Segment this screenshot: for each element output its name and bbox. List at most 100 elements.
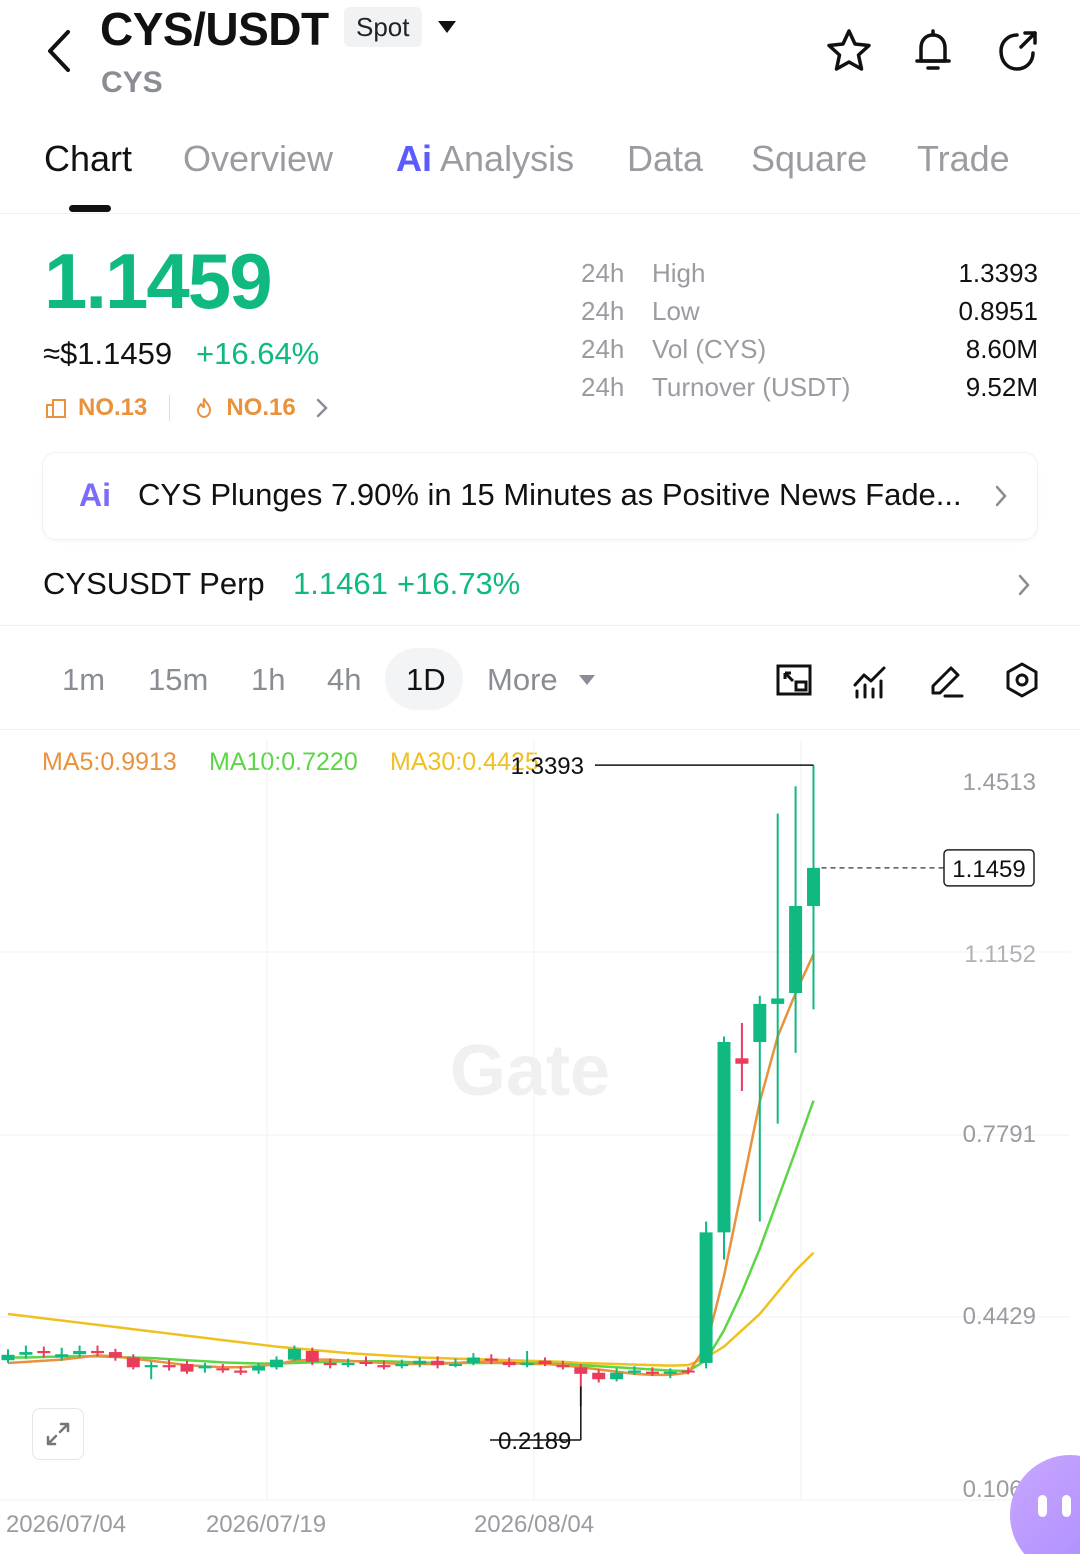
perp-price: 1.1461 bbox=[293, 566, 388, 601]
tab-trade[interactable]: Trade bbox=[917, 138, 1010, 179]
candle-body bbox=[431, 1360, 445, 1366]
candle-body bbox=[395, 1364, 409, 1367]
price-alert-button[interactable] bbox=[908, 26, 958, 76]
chart-settings-button[interactable] bbox=[1002, 660, 1042, 700]
active-tab-indicator bbox=[69, 205, 111, 212]
stat-high: 24h High 1.3393 bbox=[581, 258, 1038, 288]
usd-price: ≈$1.1459 bbox=[43, 336, 173, 371]
candle bbox=[359, 1356, 373, 1367]
candle-body bbox=[717, 1041, 731, 1233]
bell-icon bbox=[915, 29, 951, 70]
candle bbox=[126, 1354, 140, 1370]
candle bbox=[1, 1349, 15, 1363]
indicators-button[interactable] bbox=[850, 660, 890, 700]
candle-body bbox=[466, 1357, 480, 1363]
candle-body bbox=[592, 1372, 606, 1380]
candle-body bbox=[180, 1364, 194, 1372]
candle bbox=[645, 1367, 659, 1376]
draw-pencil-icon bbox=[931, 666, 964, 698]
header: CYS/USDT Spot CYS bbox=[0, 0, 1080, 120]
candle bbox=[538, 1357, 552, 1367]
candle-body bbox=[55, 1354, 69, 1358]
candle-body bbox=[502, 1361, 516, 1366]
candle bbox=[91, 1345, 104, 1357]
share-button[interactable] bbox=[992, 26, 1042, 76]
share-icon bbox=[999, 31, 1037, 71]
candle-body bbox=[252, 1366, 266, 1371]
current-price-label: 1.1459 bbox=[952, 856, 1025, 883]
interval-more[interactable]: More bbox=[487, 662, 558, 697]
candle-body bbox=[37, 1350, 51, 1354]
candle bbox=[753, 995, 767, 1222]
x-axis-label: 2026/07/19 bbox=[206, 1511, 326, 1538]
x-axis-label: 2026/07/04 bbox=[6, 1511, 126, 1538]
tab-chart[interactable]: Chart bbox=[44, 138, 133, 179]
candle-body bbox=[91, 1350, 104, 1354]
candle bbox=[252, 1362, 266, 1374]
tab-data[interactable]: Data bbox=[627, 138, 704, 179]
candlestick-chart[interactable]: Gate 1.3393 0.2189 1.1459 1.4513 1.1152 0.77… bbox=[0, 732, 1080, 1554]
candle bbox=[413, 1357, 427, 1368]
back-button[interactable] bbox=[36, 26, 82, 76]
candle bbox=[520, 1350, 534, 1368]
market-dropdown-caret-icon[interactable] bbox=[436, 16, 458, 38]
candle bbox=[19, 1345, 33, 1359]
candle-body bbox=[19, 1352, 33, 1355]
candle-body bbox=[287, 1348, 301, 1360]
rank-chart-icon bbox=[46, 399, 66, 418]
interval-1d[interactable]: 1D bbox=[406, 662, 446, 697]
candle-body bbox=[162, 1365, 176, 1368]
candle bbox=[431, 1356, 445, 1369]
candle-body bbox=[377, 1365, 391, 1368]
compare-button[interactable] bbox=[774, 660, 814, 700]
y-axis-label: 1.1152 bbox=[964, 941, 1036, 968]
low-label: 0.2189 bbox=[498, 1428, 571, 1455]
flame-icon bbox=[197, 398, 212, 418]
interval-bar: 1m 15m 1h 4h 1D More bbox=[0, 640, 1080, 730]
candle-body bbox=[681, 1370, 695, 1373]
rank-row[interactable]: NO.13 NO.16 bbox=[44, 392, 330, 424]
interval-15m[interactable]: 15m bbox=[148, 662, 209, 697]
candle bbox=[287, 1345, 301, 1361]
interval-1m[interactable]: 1m bbox=[62, 662, 106, 697]
candle bbox=[807, 765, 820, 1010]
candle bbox=[395, 1359, 409, 1369]
tab-square[interactable]: Square bbox=[751, 138, 868, 179]
expand-icon bbox=[46, 1422, 70, 1446]
active-interval-pill bbox=[385, 648, 463, 710]
expand-chart-button[interactable] bbox=[32, 1408, 84, 1460]
interval-4h[interactable]: 4h bbox=[327, 662, 362, 697]
pair-title: CYS/USDT bbox=[100, 3, 329, 55]
candle-body bbox=[359, 1361, 373, 1365]
ai-icon: Ai bbox=[396, 138, 432, 179]
draw-button[interactable] bbox=[926, 660, 966, 700]
perp-change: +16.73% bbox=[397, 566, 521, 601]
candle-body bbox=[789, 905, 803, 994]
ma30-line bbox=[7, 1251, 815, 1367]
candle bbox=[699, 1221, 713, 1369]
candle bbox=[610, 1368, 624, 1382]
high-label: 1.3393 bbox=[511, 753, 584, 780]
ai-news-banner[interactable]: Ai CYS Plunges 7.90% in 15 Minutes as Po… bbox=[42, 452, 1038, 540]
perp-name: CYSUSDT Perp bbox=[43, 566, 265, 601]
interval-1h[interactable]: 1h bbox=[251, 662, 286, 697]
candle bbox=[55, 1347, 69, 1361]
tab-overview[interactable]: Overview bbox=[183, 138, 334, 179]
candle-body bbox=[73, 1350, 87, 1355]
main-tabs: Chart Overview Ai Analysis Data Square T… bbox=[0, 130, 1080, 214]
last-price: 1.1459 bbox=[44, 237, 273, 325]
candle-body bbox=[645, 1371, 659, 1374]
market-type-badge[interactable]: Spot bbox=[344, 7, 422, 47]
gate-watermark: Gate bbox=[450, 1031, 610, 1111]
market-cap-rank: NO.13 bbox=[78, 394, 148, 421]
candle-body bbox=[753, 1003, 767, 1042]
perp-row[interactable]: CYSUSDT Perp 1.1461 +16.73% bbox=[0, 550, 1080, 626]
price-change: +16.64% bbox=[196, 336, 320, 371]
ma5-value: MA5:0.9913 bbox=[42, 748, 177, 776]
tab-analysis[interactable]: Ai Analysis bbox=[396, 138, 574, 180]
ma5-line bbox=[7, 953, 815, 1377]
candle-body bbox=[305, 1350, 319, 1362]
candle-body bbox=[323, 1362, 337, 1366]
chevron-down-icon bbox=[579, 675, 595, 685]
favorite-button[interactable] bbox=[824, 26, 874, 76]
